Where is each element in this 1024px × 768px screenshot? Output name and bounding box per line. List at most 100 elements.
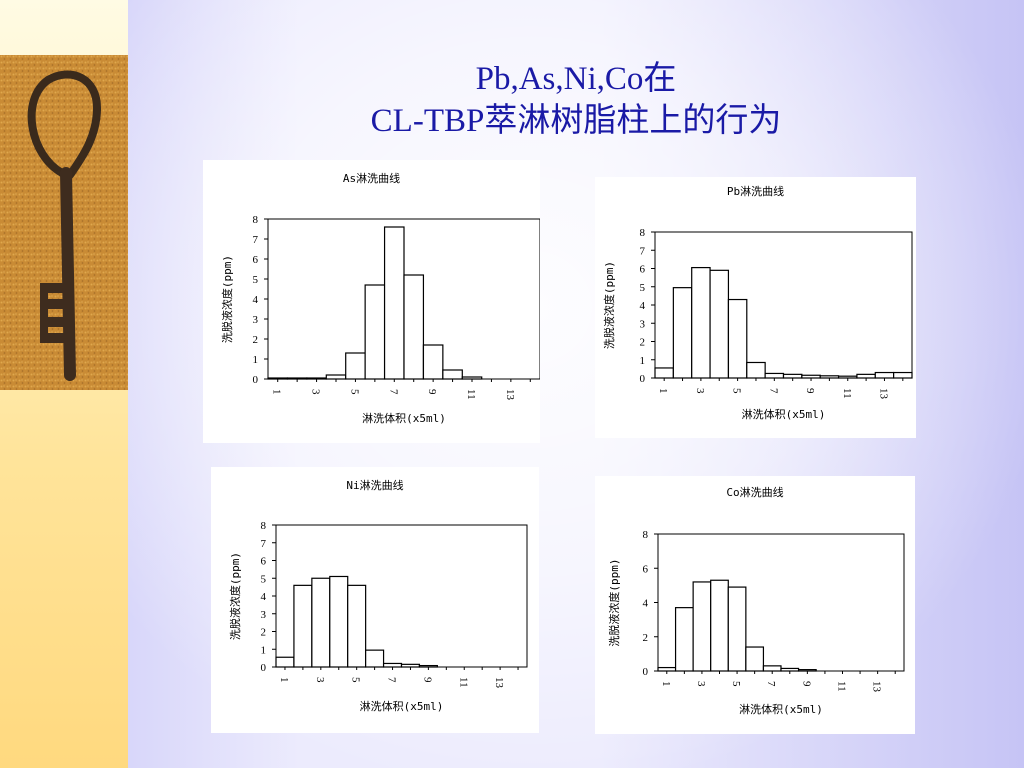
y-tick-label: 3 xyxy=(640,318,646,330)
bar xyxy=(347,584,367,668)
bar xyxy=(383,226,405,380)
bar xyxy=(709,269,730,379)
chart-title: Ni淋洗曲线 xyxy=(346,478,403,492)
x-tick-label: 9 xyxy=(804,388,816,394)
bar xyxy=(727,586,747,672)
bar xyxy=(692,581,712,672)
y-tick-label: 1 xyxy=(253,354,259,366)
title-line-2: CL-TBP萃淋树脂柱上的行为 xyxy=(370,103,782,139)
chart-title: Co淋洗曲线 xyxy=(726,485,783,499)
y-tick-label: 7 xyxy=(261,538,267,550)
x-axis-label: 淋洗体积(x5ml) xyxy=(739,702,823,716)
y-tick-label: 8 xyxy=(640,227,646,239)
y-tick-label: 3 xyxy=(253,314,259,326)
y-tick-label: 2 xyxy=(643,632,649,644)
bar xyxy=(746,361,766,379)
x-tick-label: 1 xyxy=(660,681,672,687)
y-tick-label: 4 xyxy=(643,598,649,610)
bar xyxy=(674,607,694,672)
as-chart-panel: As淋洗曲线 0 1 2 3 4 5 6 7 8 1 3 5 7 9 11 13 淋洗体积(x5ml) 洗脱液浓度(… xyxy=(203,160,540,443)
y-tick-label: 4 xyxy=(253,294,259,306)
x-tick-label: 13 xyxy=(504,389,516,401)
bar xyxy=(762,665,782,672)
old-key-photo xyxy=(0,55,128,390)
x-tick-label: 3 xyxy=(695,681,707,687)
y-tick-label: 6 xyxy=(253,254,259,266)
y-tick-label: 5 xyxy=(253,274,259,286)
x-tick-label: 13 xyxy=(493,677,505,689)
x-tick-label: 1 xyxy=(271,389,283,395)
title-line-1: Pb,As,Ni,Co在 xyxy=(475,61,677,97)
y-tick-label: 6 xyxy=(640,264,646,276)
y-tick-label: 1 xyxy=(261,644,267,656)
x-tick-label: 7 xyxy=(387,389,399,395)
bar xyxy=(654,367,674,379)
bar xyxy=(893,371,913,379)
bar xyxy=(672,287,693,379)
bar xyxy=(345,352,366,380)
x-tick-label: 7 xyxy=(386,677,398,683)
bar xyxy=(382,662,403,668)
x-tick-label: 1 xyxy=(657,388,669,394)
y-tick-label: 7 xyxy=(640,245,646,257)
bar xyxy=(782,373,803,379)
bar xyxy=(275,656,295,668)
y-tick-label: 8 xyxy=(261,520,267,532)
bar xyxy=(293,584,313,668)
ni-chart-panel: Ni淋洗曲线 0 1 2 3 4 5 6 7 8 1 3 5 7 9 11 13 淋洗体积(x5ml) 洗脱液浓度(… xyxy=(211,467,539,733)
chart-title: As淋洗曲线 xyxy=(343,171,400,185)
bar xyxy=(329,575,349,668)
y-tick-label: 8 xyxy=(253,214,259,226)
x-tick-label: 13 xyxy=(877,388,889,400)
x-axis-label: 淋洗体积(x5ml) xyxy=(362,411,446,425)
bar xyxy=(764,372,785,379)
x-tick-label: 9 xyxy=(421,677,433,683)
y-tick-label: 6 xyxy=(261,556,267,568)
x-tick-label: 11 xyxy=(841,388,853,399)
bar xyxy=(710,579,729,672)
x-tick-label: 5 xyxy=(730,681,742,687)
bar xyxy=(325,374,347,380)
bar xyxy=(657,666,677,672)
y-tick-label: 5 xyxy=(640,282,646,294)
x-tick-label: 9 xyxy=(800,681,812,687)
x-tick-label: 5 xyxy=(731,388,743,394)
y-tick-label: 0 xyxy=(253,374,259,386)
y-tick-label: 0 xyxy=(640,373,646,385)
y-tick-label: 4 xyxy=(640,300,646,312)
bar xyxy=(727,298,748,379)
x-tick-label: 7 xyxy=(767,388,779,394)
y-tick-label: 2 xyxy=(253,334,259,346)
bar xyxy=(364,284,386,380)
x-axis-label: 淋洗体积(x5ml) xyxy=(360,699,444,713)
x-tick-label: 7 xyxy=(765,681,777,687)
bar xyxy=(874,371,895,379)
x-axis-label: 淋洗体积(x5ml) xyxy=(742,407,826,421)
pb-chart-panel: Pb淋洗曲线 0 1 2 3 4 5 6 7 8 1 3 5 7 9 11 13 淋洗体积(x5ml) 洗脱液浓度(… xyxy=(595,177,916,438)
chart-title: Pb淋洗曲线 xyxy=(727,184,784,198)
y-tick-label: 2 xyxy=(261,627,267,639)
bar xyxy=(745,646,765,672)
y-tick-label: 4 xyxy=(261,591,267,603)
bar xyxy=(422,344,444,380)
x-tick-label: 3 xyxy=(314,677,326,683)
y-tick-label: 0 xyxy=(261,662,267,674)
x-tick-label: 3 xyxy=(694,388,706,394)
x-tick-label: 5 xyxy=(348,389,360,395)
x-tick-label: 11 xyxy=(457,677,469,688)
y-tick-label: 3 xyxy=(261,609,267,621)
y-axis-label: 洗脱液浓度(ppm) xyxy=(220,255,234,343)
co-chart-panel: Co淋洗曲线 0 2 4 6 8 1 3 5 7 9 11 13 淋洗体积(x5ml) 洗脱液浓度(ppm) xyxy=(595,476,915,734)
bar xyxy=(856,373,876,379)
x-tick-label: 9 xyxy=(426,389,438,395)
x-tick-label: 13 xyxy=(871,681,883,693)
bar xyxy=(403,274,425,380)
y-tick-label: 1 xyxy=(640,355,646,367)
bar xyxy=(442,369,463,380)
bar xyxy=(311,577,331,668)
y-tick-label: 0 xyxy=(643,666,649,678)
